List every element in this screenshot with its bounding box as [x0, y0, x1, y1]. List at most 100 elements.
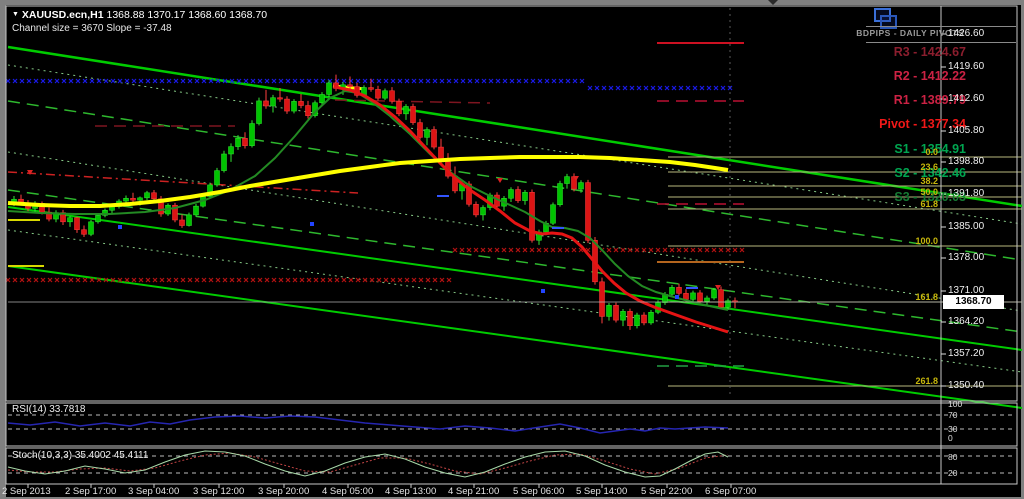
x-marker — [201, 277, 207, 283]
x-marker — [571, 247, 577, 253]
x-marker — [124, 277, 130, 283]
price-axis-label: 1357.20 — [948, 348, 985, 359]
x-marker — [536, 247, 542, 253]
x-marker — [397, 277, 403, 283]
candle-body — [375, 89, 381, 99]
current-price-badge: 1368.70 — [943, 295, 1004, 309]
x-marker — [650, 85, 656, 91]
x-marker — [166, 277, 172, 283]
x-marker — [383, 277, 389, 283]
price-axis-label: 1378.00 — [948, 252, 985, 263]
x-marker — [208, 277, 214, 283]
price-axis-label: 1350.40 — [948, 380, 985, 391]
x-marker — [411, 78, 417, 84]
dropdown-arrow-icon[interactable]: ▼ — [12, 11, 19, 18]
pivot-row-pivot: Pivot - 1377.34 — [879, 117, 966, 131]
candle-body — [102, 210, 108, 216]
symbol-timeframe: XAUUSD.ecn,H1 — [21, 9, 104, 21]
x-marker — [622, 85, 628, 91]
price-axis-label: 1398.80 — [948, 156, 985, 167]
x-marker — [159, 78, 165, 84]
sell-arrow-icon — [715, 285, 721, 290]
x-marker — [404, 277, 410, 283]
x-marker — [19, 277, 25, 283]
x-marker — [320, 78, 326, 84]
x-marker — [341, 277, 347, 283]
x-marker — [89, 277, 95, 283]
x-marker — [565, 78, 571, 84]
candle-body — [347, 84, 353, 87]
x-marker — [334, 277, 340, 283]
x-marker — [615, 85, 621, 91]
rsi-scale-label: 70 — [948, 410, 958, 420]
decor-segment — [334, 99, 491, 104]
candle-body — [648, 312, 654, 324]
stoch-indicator-label: Stoch(10,3,3) 35.4002 45.4111 — [12, 450, 149, 461]
x-marker — [327, 277, 333, 283]
x-marker — [229, 78, 235, 84]
x-marker — [466, 247, 472, 253]
x-marker — [711, 247, 717, 253]
window-splitter-icon[interactable] — [768, 0, 778, 5]
x-marker — [138, 277, 144, 283]
rsi-line — [7, 415, 729, 434]
candle-body — [263, 100, 269, 107]
x-marker — [558, 78, 564, 84]
x-marker — [594, 85, 600, 91]
x-marker — [676, 247, 682, 253]
candle-body — [249, 123, 255, 146]
x-marker — [159, 277, 165, 283]
x-marker — [250, 78, 256, 84]
fib-level-label: 23.6 — [920, 162, 938, 172]
x-marker — [669, 247, 675, 253]
x-marker — [103, 277, 109, 283]
x-marker — [194, 277, 200, 283]
signal-dot — [118, 225, 122, 229]
x-marker — [54, 277, 60, 283]
x-marker — [124, 78, 130, 84]
symbol-info: ▼ XAUUSD.ecn,H1 1368.88 1370.17 1368.60 … — [12, 9, 267, 21]
bdpips-logo-icon — [872, 8, 898, 30]
x-marker — [452, 247, 458, 253]
x-marker — [313, 78, 319, 84]
regression-channel-line — [7, 100, 1023, 261]
x-marker — [523, 78, 529, 84]
x-marker — [629, 85, 635, 91]
candle-body — [522, 192, 528, 201]
rsi-scale-label: 0 — [948, 433, 953, 443]
candle-body — [270, 97, 276, 107]
candle-body — [564, 176, 570, 184]
candle-body — [690, 292, 696, 300]
x-marker — [355, 78, 361, 84]
time-axis-label: 4 Sep 13:00 — [385, 486, 437, 497]
x-marker — [117, 277, 123, 283]
candle-body — [641, 314, 647, 324]
candle-body — [620, 311, 626, 321]
x-marker — [173, 78, 179, 84]
x-marker — [215, 277, 221, 283]
x-marker — [61, 277, 67, 283]
candle-body — [396, 101, 402, 115]
time-axis-label: 4 Sep 05:00 — [322, 486, 374, 497]
x-marker — [194, 78, 200, 84]
x-marker — [697, 247, 703, 253]
x-marker — [54, 78, 60, 84]
signal-dot — [675, 295, 679, 299]
x-marker — [362, 277, 368, 283]
x-marker — [432, 277, 438, 283]
price-axis-label: 1426.60 — [948, 28, 985, 39]
x-marker — [655, 247, 661, 253]
x-marker — [229, 277, 235, 283]
x-marker — [271, 78, 277, 84]
time-axis-label: 3 Sep 12:00 — [193, 486, 245, 497]
x-marker — [657, 85, 663, 91]
candle-body — [242, 138, 248, 146]
pivot-row-s1: S1 - 1354.91 — [894, 142, 966, 156]
x-marker — [704, 247, 710, 253]
x-marker — [278, 277, 284, 283]
x-marker — [236, 277, 242, 283]
x-marker — [110, 277, 116, 283]
x-marker — [502, 78, 508, 84]
